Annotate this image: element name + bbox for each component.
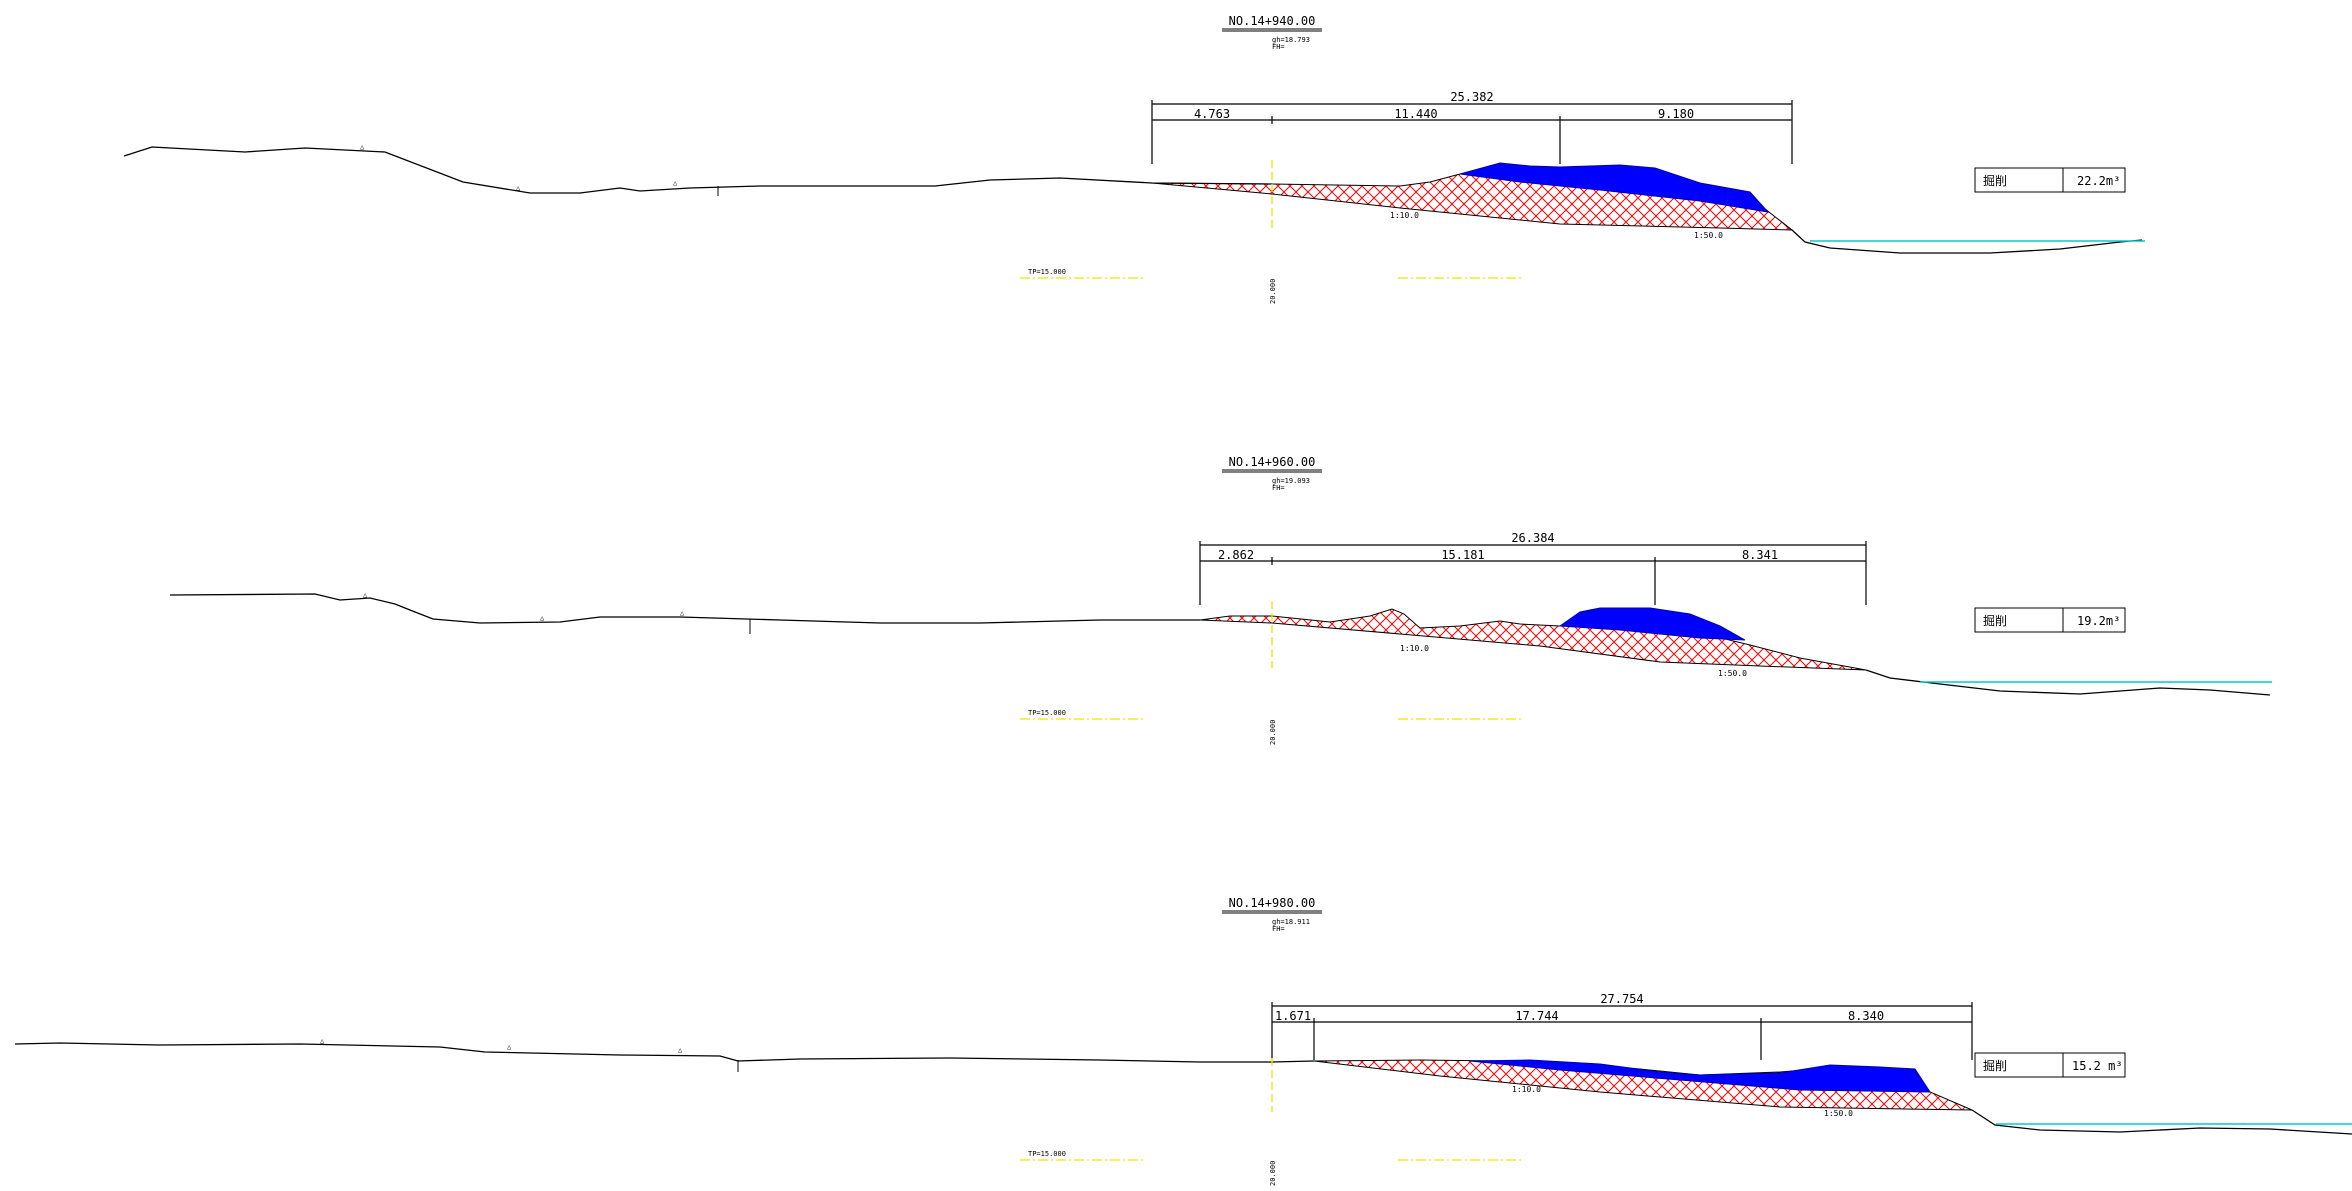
width-middle: 15.181 [1441,548,1484,562]
volume-value: 22.2m³ [2077,174,2120,188]
width-left: 4.763 [1194,107,1230,121]
survey-mark-icon: △ [680,609,685,617]
station-title: NO.14+960.00 [1229,455,1316,469]
slope-left: 1:10.0 [1400,644,1429,653]
tp-label: TP=15.000 [1028,709,1066,717]
survey-mark-icon: △ [673,179,678,187]
ground-line-right [1865,669,2271,696]
station-title: NO.14+980.00 [1229,896,1316,910]
tp-label: TP=15.000 [1028,268,1066,276]
survey-mark-icon: △ [507,1043,512,1051]
survey-mark-icon: △ [363,591,368,599]
width-middle: 11.440 [1394,107,1437,121]
survey-mark-icon: △ [516,184,521,192]
volume-label: 掘削 [1983,613,2007,628]
volume-box: 掘削 19.2m³ [1974,607,2126,633]
slope-right: 1:50.0 [1694,231,1723,240]
ground-line-right [1971,1109,2352,1135]
total-width: 26.384 [1511,531,1554,545]
axis-elevation: 20.000 [1269,279,1277,304]
embankment-fill [1558,607,1746,641]
gh-label: gh=19.093 [1272,477,1310,485]
width-left: 2.862 [1218,548,1254,562]
section-14-960: NO.14+960.00 gh=19.093 FH= 26.384 2.862 … [169,455,2272,745]
width-middle: 17.744 [1515,1009,1558,1023]
excavation-hatch [1199,608,1867,671]
axis-elevation: 20.000 [1269,1161,1277,1186]
ground-line [169,593,1200,624]
survey-mark-icon: △ [678,1046,683,1054]
dimension-lines [1199,541,1867,605]
slope-right: 1:50.0 [1824,1109,1853,1118]
survey-mark-icon: △ [540,614,545,622]
dimension-lines [1271,1002,1973,1060]
volume-value: 19.2m³ [2077,614,2120,628]
volume-label: 掘削 [1983,173,2007,188]
survey-mark-icon: △ [320,1037,325,1045]
volume-label: 掘削 [1983,1058,2007,1073]
volume-value: 15.2 m³ [2072,1059,2123,1073]
dimension-lines [1151,100,1793,164]
fh-label: FH= [1272,43,1285,51]
survey-mark-icon: △ [360,143,365,151]
station-title: NO.14+940.00 [1229,14,1316,28]
slope-left: 1:10.0 [1512,1085,1541,1094]
width-right: 8.341 [1742,548,1778,562]
ground-line [14,1042,1315,1063]
section-14-940: NO.14+940.00 gh=18.793 FH= 25.382 4.763 … [123,14,2145,304]
tp-label: TP=15.000 [1028,1150,1066,1158]
volume-box: 掘削 15.2 m³ [1974,1052,2126,1078]
width-right: 9.180 [1658,107,1694,121]
total-width: 25.382 [1450,90,1493,104]
ground-line [123,146,1273,194]
width-left: 1.671 [1275,1009,1311,1023]
gh-label: gh=18.793 [1272,36,1310,44]
width-right: 8.340 [1848,1009,1884,1023]
slope-right: 1:50.0 [1718,669,1747,678]
axis-elevation: 20.000 [1269,720,1277,745]
embankment-fill [1459,162,1770,213]
section-14-980: NO.14+980.00 gh=18.911 FH= 27.754 1.671 … [14,896,2352,1186]
gh-label: gh=18.911 [1272,918,1310,926]
embankment-fill [1469,1059,1931,1093]
total-width: 27.754 [1600,992,1643,1006]
fh-label: FH= [1272,925,1285,933]
fh-label: FH= [1272,484,1285,492]
volume-box: 掘削 22.2m³ [1974,167,2126,193]
ground-line-right [1791,229,2143,254]
slope-left: 1:10.0 [1390,211,1419,220]
